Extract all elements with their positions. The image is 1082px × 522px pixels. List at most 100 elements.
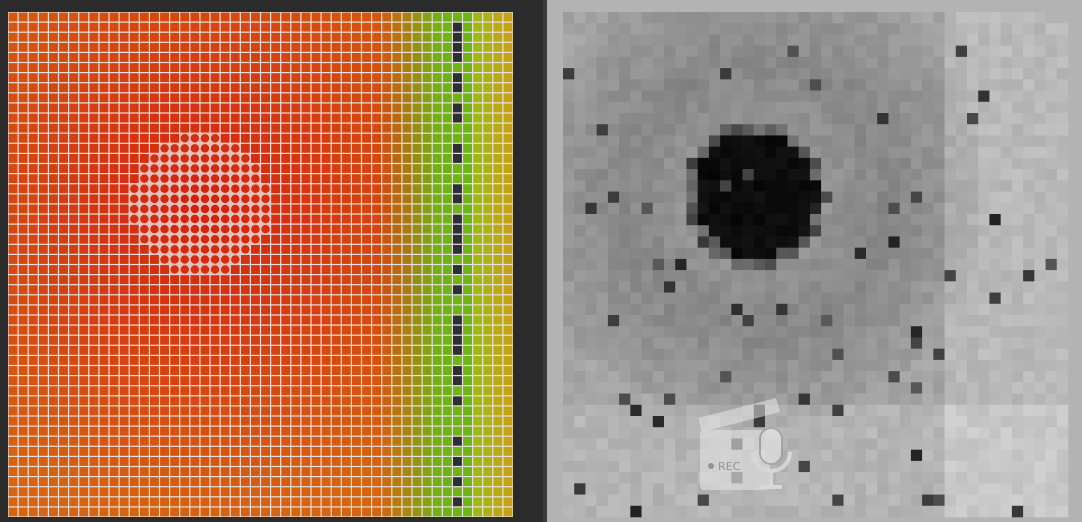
- pixel: [787, 202, 799, 215]
- pixel: [877, 258, 889, 271]
- pixel: [809, 68, 822, 80]
- pixel: [1011, 180, 1024, 192]
- heat-cell: [352, 214, 361, 224]
- pixel: [1000, 258, 1013, 271]
- heat-cell: [503, 83, 513, 93]
- heat-cell: [382, 416, 392, 426]
- pixel: [809, 23, 822, 35]
- pixel: [798, 337, 811, 349]
- pixel: [563, 202, 575, 215]
- heat-cell: [483, 224, 493, 234]
- pixel: [664, 505, 676, 518]
- pixel: [866, 68, 878, 80]
- pixel: [596, 382, 609, 394]
- heat-cell: [18, 83, 28, 93]
- pixel: [720, 315, 732, 327]
- heat-cell: [49, 174, 58, 184]
- heat-cell: [69, 305, 79, 315]
- pixel: [798, 68, 811, 80]
- heat-cell: [503, 93, 513, 103]
- pixel: [821, 292, 833, 305]
- pixel: [596, 371, 609, 383]
- heat-cell: [362, 315, 371, 325]
- pixel: [720, 101, 732, 114]
- heat-cell: [251, 143, 260, 153]
- heat-cell: [311, 416, 321, 426]
- pixel: [607, 202, 620, 215]
- heat-cell: [311, 325, 321, 335]
- heat-cell: [69, 477, 79, 487]
- pixel: [843, 281, 856, 293]
- heat-cell: [321, 184, 331, 194]
- pixel: [731, 225, 743, 237]
- pixel: [843, 393, 856, 406]
- heat-cell: [220, 477, 230, 487]
- heat-cell: [8, 295, 18, 305]
- heat-cell: [18, 73, 28, 83]
- pixel: [686, 359, 698, 372]
- pixel: [1000, 303, 1013, 316]
- pixel: [753, 157, 766, 170]
- pixel: [1023, 146, 1035, 159]
- pixel: [967, 494, 979, 507]
- pixel: [630, 180, 642, 192]
- pixel: [753, 45, 766, 58]
- pixel: [596, 169, 609, 181]
- heat-cell: [422, 12, 432, 22]
- heat-cell: [362, 133, 371, 143]
- heat-cell: [453, 396, 462, 406]
- heat-cell: [18, 164, 28, 173]
- pixel: [720, 202, 732, 215]
- heat-cell: [453, 325, 462, 335]
- heat-cell: [442, 335, 452, 345]
- pixel: [652, 247, 665, 260]
- heat-cell: [321, 477, 331, 487]
- heat-cell: [99, 406, 109, 416]
- heat-cell: [230, 285, 240, 295]
- pixel: [978, 292, 990, 305]
- heat-cell: [281, 12, 291, 22]
- heat-cell: [331, 164, 341, 173]
- heat-dot: [130, 194, 139, 204]
- heat-cell: [412, 42, 422, 52]
- pixel: [686, 247, 698, 260]
- pixel: [765, 326, 777, 338]
- heat-cell: [372, 12, 382, 22]
- heat-dot: [210, 265, 220, 274]
- pixel: [843, 113, 856, 125]
- heat-cell: [79, 275, 89, 285]
- pixel: [1011, 236, 1024, 248]
- heat-cell: [311, 93, 321, 103]
- pixel: [798, 416, 811, 428]
- heat-cell: [442, 42, 452, 52]
- heat-cell: [432, 143, 442, 153]
- pixel: [697, 292, 710, 305]
- pixel: [563, 135, 575, 147]
- heat-cell: [79, 436, 89, 446]
- heat-cell: [59, 234, 68, 244]
- pixel: [1000, 359, 1013, 372]
- heat-cell: [89, 255, 99, 264]
- heat-cell: [392, 234, 402, 244]
- pixel: [798, 326, 811, 338]
- heat-cell: [18, 295, 28, 305]
- heat-cell: [382, 325, 392, 335]
- pixel: [708, 303, 721, 316]
- pixel: [641, 292, 654, 305]
- heat-cell: [291, 32, 301, 42]
- pixel: [910, 56, 923, 69]
- heat-cell: [59, 194, 68, 204]
- pixel: [675, 68, 687, 80]
- pixel: [619, 270, 631, 282]
- heat-cell: [59, 325, 68, 335]
- heat-cell: [89, 164, 99, 173]
- heat-cell: [281, 487, 291, 497]
- pixel: [720, 236, 732, 248]
- heat-cell: [311, 477, 321, 487]
- heat-cell: [402, 214, 412, 224]
- heat-cell: [18, 366, 28, 375]
- pixel: [652, 146, 665, 159]
- pixel: [1000, 191, 1013, 204]
- pixel: [641, 180, 654, 192]
- heat-cell: [129, 113, 139, 123]
